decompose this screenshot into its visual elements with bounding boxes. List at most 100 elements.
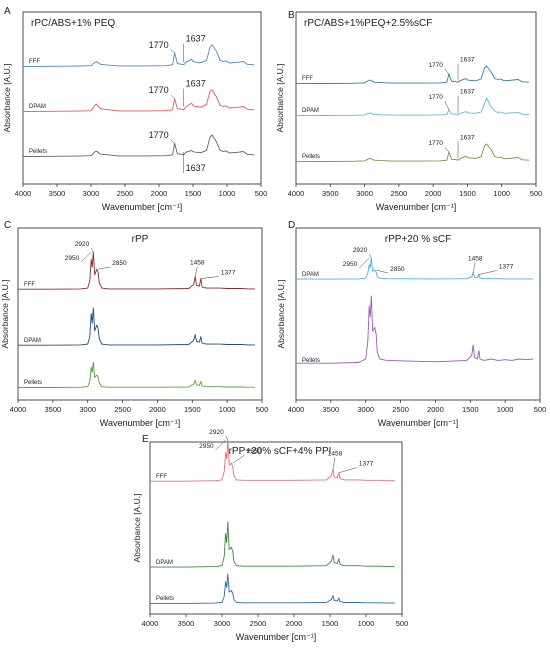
x-tick-label: 4000	[10, 405, 27, 414]
peak-annotation: 1377	[359, 461, 374, 468]
x-axis-label: Wavenumber [cm⁻¹]	[376, 202, 456, 212]
x-tick-label: 1500	[462, 405, 479, 414]
annotation-leader	[170, 94, 175, 99]
panel-letter: C	[4, 220, 11, 231]
series-label: DPAM	[302, 108, 319, 114]
peak-annotation: 1770	[428, 62, 443, 69]
series-label: Pellets	[302, 358, 320, 364]
annotation-leader	[91, 247, 94, 253]
series-label: FFF	[302, 76, 313, 82]
x-tick-label: 3500	[49, 189, 66, 198]
plot-frame	[295, 11, 537, 185]
annotation-leader	[444, 101, 450, 110]
panel-letter: D	[288, 220, 295, 231]
x-tick-label: 2000	[427, 405, 444, 414]
x-tick-label: 3500	[323, 405, 340, 414]
x-tick-label: 2500	[391, 189, 408, 198]
panel-letter: E	[142, 434, 149, 445]
annotation-leader	[376, 269, 389, 274]
peak-annotation: 1637	[186, 79, 206, 89]
series-line-pellets	[150, 573, 395, 604]
peak-annotation: 2920	[209, 429, 224, 436]
peak-annotation: 1637	[460, 88, 475, 95]
plot-frame	[22, 11, 262, 185]
x-tick-label: 1500	[185, 189, 202, 198]
x-axis-label: Wavenumber [cm⁻¹]	[378, 418, 458, 428]
series-line-pellets	[22, 134, 255, 158]
x-axis-label: Wavenumber [cm⁻¹]	[102, 202, 182, 212]
annotation-leader	[444, 147, 450, 153]
annotation-leader	[369, 253, 372, 259]
peak-annotation: 2850	[390, 266, 405, 273]
series-label: DPAM	[29, 104, 46, 110]
x-tick-label: 2500	[250, 619, 267, 628]
x-tick-label: 2500	[392, 405, 409, 414]
x-tick-label: 4000	[288, 405, 305, 414]
series-label: Pellets	[156, 596, 174, 602]
x-tick-label: 3500	[45, 405, 62, 414]
peak-annotation: 1458	[190, 260, 205, 267]
series-label: DPAM	[24, 338, 41, 344]
annotation-leader	[98, 266, 111, 270]
x-tick-label: 1000	[219, 189, 236, 198]
annotation-leader	[232, 454, 245, 464]
y-axis-label: Absorbance [A.U.]	[275, 64, 285, 133]
series-label: FFF	[29, 59, 40, 65]
panel-letter: B	[288, 10, 295, 21]
series-line-fff	[18, 251, 255, 290]
chart-title: rPP	[132, 234, 149, 245]
peak-annotation: 2850	[247, 448, 262, 455]
series-line-fff	[150, 439, 395, 482]
annotation-leader	[338, 467, 357, 473]
series-label: DPAM	[156, 560, 173, 566]
x-tick-label: 4000	[15, 189, 32, 198]
x-tick-label: 3000	[357, 405, 374, 414]
annotation-leader	[359, 257, 370, 269]
series-label: FFF	[156, 474, 167, 480]
x-tick-label: 2500	[114, 405, 131, 414]
x-tick-label: 4000	[142, 619, 159, 628]
y-axis-label: Absorbance [A.U.]	[132, 494, 142, 563]
x-tick-label: 500	[530, 189, 543, 198]
x-tick-label: 3500	[322, 189, 339, 198]
peak-annotation: 1458	[328, 450, 343, 457]
series-line-fff	[295, 65, 530, 85]
x-tick-label: 1000	[219, 405, 236, 414]
x-tick-label: 500	[256, 405, 269, 414]
x-tick-label: 2000	[286, 619, 303, 628]
annotation-leader	[200, 276, 219, 279]
peak-annotation: 1770	[149, 85, 169, 95]
series-line-dpam	[18, 307, 255, 346]
series-line-pellets	[18, 361, 255, 388]
peak-annotation: 2920	[353, 247, 368, 254]
annotation-leader	[194, 266, 198, 277]
peak-annotation: 1637	[186, 34, 206, 44]
peak-annotation: 2920	[75, 241, 90, 248]
series-line-fff	[22, 44, 255, 68]
x-tick-label: 1000	[358, 619, 375, 628]
x-tick-label: 1000	[497, 405, 514, 414]
chart-title: rPC/ABS+1% PEQ	[31, 18, 115, 29]
panel-letter: A	[4, 6, 11, 17]
peak-annotation: 1637	[186, 163, 206, 173]
plot-frame	[295, 227, 541, 401]
x-axis-label: Wavenumber [cm⁻¹]	[100, 418, 180, 428]
x-tick-label: 3000	[356, 189, 373, 198]
x-axis-label: Wavenumber [cm⁻¹]	[236, 632, 316, 642]
series-label: Pellets	[302, 154, 320, 160]
peak-annotation: 1770	[149, 40, 169, 50]
annotation-leader	[81, 251, 92, 263]
series-line-pellets	[296, 295, 534, 364]
y-axis-label: Absorbance [A.U.]	[276, 280, 286, 349]
peak-annotation: 1458	[468, 255, 483, 262]
peak-annotation: 2950	[343, 261, 358, 268]
series-line-dpam	[295, 97, 530, 117]
peak-annotation: 1377	[499, 264, 514, 271]
peak-annotation: 1770	[149, 130, 169, 140]
x-tick-label: 3000	[79, 405, 96, 414]
